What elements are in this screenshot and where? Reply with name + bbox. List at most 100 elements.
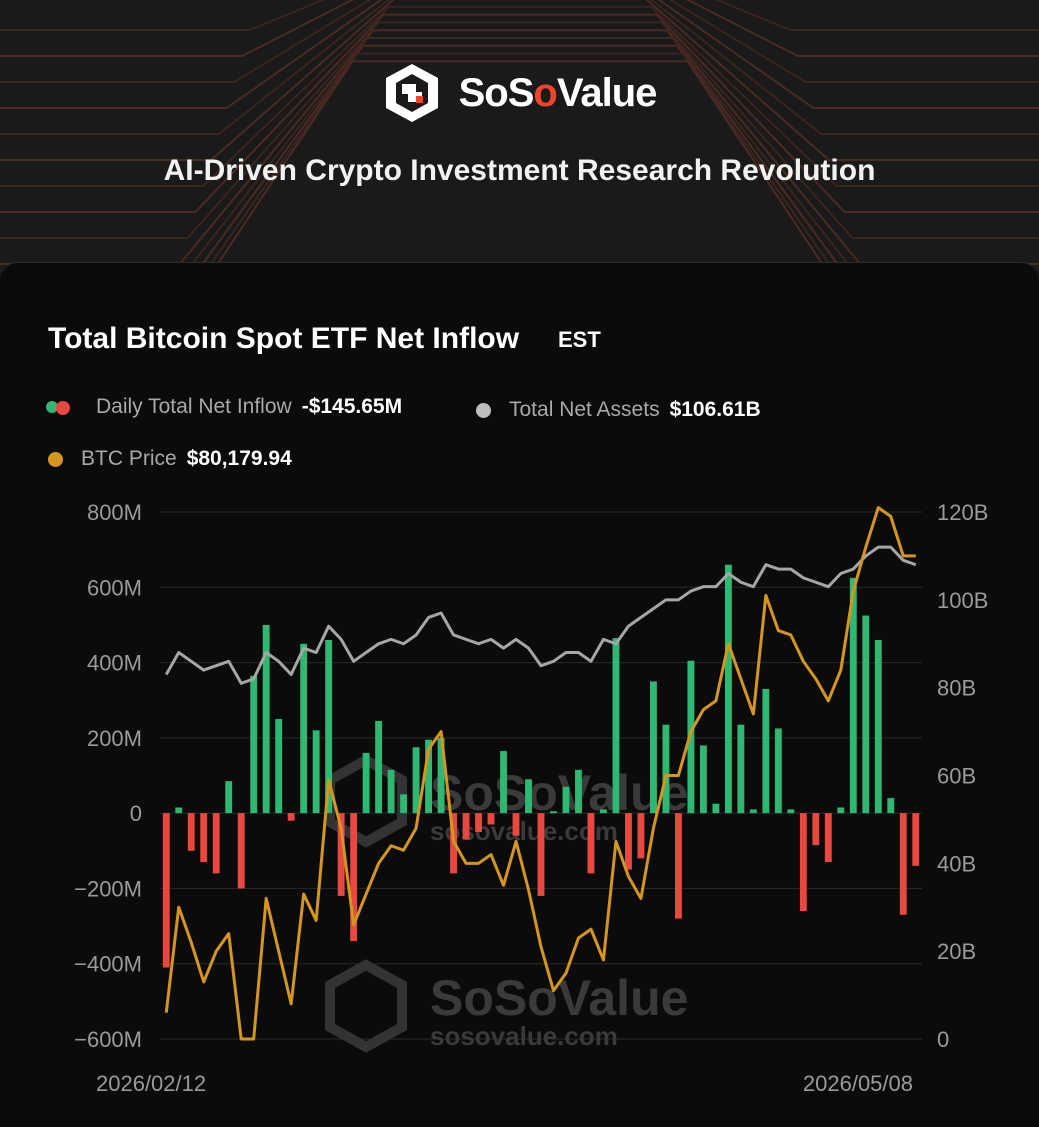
inflow-bar[interactable]: [774, 728, 782, 814]
inflow-bar[interactable]: [500, 751, 507, 814]
inflow-bar[interactable]: [337, 813, 345, 896]
left-axis-tick-label: 600M: [87, 575, 142, 600]
inflow-bar[interactable]: [749, 809, 757, 814]
inflow-bar[interactable]: [612, 638, 620, 814]
inflow-bar[interactable]: [187, 813, 195, 851]
inflow-bar[interactable]: [587, 813, 595, 874]
tagline: AI-Driven Crypto Investment Research Rev…: [163, 154, 876, 187]
inflow-bar[interactable]: [837, 807, 845, 814]
inflow-bar[interactable]: [912, 813, 920, 866]
inflow-bar[interactable]: [487, 813, 495, 825]
decorative-line: [189, 44, 851, 280]
decorative-line: [0, 0, 1039, 161]
inflow-bar[interactable]: [862, 615, 870, 814]
inflow-bar[interactable]: [849, 577, 857, 814]
inflow-bar[interactable]: [350, 813, 358, 942]
inflow-bar[interactable]: [787, 809, 795, 814]
legend-value: $106.61B: [669, 398, 761, 421]
left-axis-tick-label: 200M: [87, 726, 142, 751]
watermark-name: SoSoValue: [430, 765, 688, 821]
inflow-bar[interactable]: [812, 813, 820, 846]
inflow-bar[interactable]: [525, 779, 532, 814]
inflow-bar[interactable]: [899, 813, 907, 915]
left-axis-tick-label: 800M: [87, 500, 142, 525]
inflow-bar[interactable]: [537, 813, 545, 896]
inflow-bar[interactable]: [300, 643, 308, 814]
inflow-bar[interactable]: [662, 724, 670, 814]
inflow-bar[interactable]: [325, 639, 333, 814]
inflow-bar[interactable]: [600, 809, 607, 814]
inflow-bar[interactable]: [649, 681, 657, 814]
brand-name: SoSoValue: [458, 70, 658, 115]
inflow-bar[interactable]: [212, 813, 220, 874]
inflow-bar[interactable]: [712, 803, 720, 814]
decorative-line: [0, 0, 1039, 31]
brand: SoSoValue: [0, 62, 1039, 124]
inflow-bar[interactable]: [562, 786, 570, 814]
inflow-bar[interactable]: [175, 807, 183, 814]
inflow-bar[interactable]: [512, 813, 520, 836]
legend-label: BTC Price: [81, 447, 177, 470]
legend-total-assets[interactable]: Total Net Assets $106.61B: [476, 398, 761, 422]
right-axis-tick-label: 40B: [937, 851, 976, 876]
inflow-bar[interactable]: [362, 752, 370, 814]
decorative-line: [0, 0, 1039, 109]
inflow-bar[interactable]: [887, 798, 895, 814]
legend-value: -$145.65M: [301, 395, 403, 418]
left-axis-tick-label: −200M: [74, 876, 142, 901]
sosovalue-logo-icon: [385, 64, 438, 122]
watermark-url: sosovalue.com: [430, 1021, 618, 1051]
right-axis-tick-label: 100B: [937, 588, 988, 613]
inflow-bar[interactable]: [425, 739, 433, 814]
inflow-bar[interactable]: [475, 813, 482, 832]
inflow-bar[interactable]: [375, 720, 383, 814]
inflow-bar[interactable]: [699, 745, 707, 814]
inflow-bar[interactable]: [250, 675, 258, 814]
right-axis-tick-label: 120B: [937, 500, 988, 525]
inflow-bar[interactable]: [287, 813, 295, 821]
btc-price-line: [164, 506, 916, 1041]
legend-btc-price[interactable]: BTC Price $80,179.94: [48, 447, 292, 471]
decorative-line: [0, 0, 1039, 135]
decorative-line: [198, 52, 842, 280]
decorative-line: [0, 5, 1039, 187]
inflow-bar[interactable]: [824, 813, 832, 863]
inflow-bar[interactable]: [400, 794, 408, 814]
inflow-bar[interactable]: [799, 813, 807, 912]
inflow-bar[interactable]: [437, 737, 445, 814]
assets-dot-icon: [476, 402, 491, 418]
inflow-dots-icon: [46, 399, 76, 415]
left-axis-tick-label: −400M: [74, 952, 142, 977]
inflow-bar[interactable]: [412, 747, 420, 814]
left-axis-tick-label: 400M: [87, 651, 142, 676]
inflow-bar[interactable]: [312, 730, 320, 814]
inflow-bar[interactable]: [237, 813, 245, 889]
right-axis-tick-label: 60B: [937, 764, 976, 789]
legend-daily-inflow[interactable]: Daily Total Net Inflow -$145.65M: [46, 395, 402, 419]
inflow-bar[interactable]: [674, 813, 682, 919]
right-axis-tick-label: 0: [937, 1027, 949, 1052]
inflow-bar[interactable]: [387, 769, 395, 814]
inflow-bar[interactable]: [262, 624, 270, 814]
inflow-bar[interactable]: [162, 813, 170, 968]
legend-label: Daily Total Net Inflow: [96, 395, 292, 418]
inflow-bar[interactable]: [625, 813, 632, 870]
inflow-bar[interactable]: [724, 564, 732, 814]
watermark-url: sosovalue.com: [430, 816, 618, 846]
inflow-bar[interactable]: [200, 813, 208, 863]
inflow-bar[interactable]: [874, 639, 882, 814]
decorative-line: [0, 21, 1039, 239]
x-axis-start-label: 2026/02/12: [96, 1071, 206, 1096]
inflow-bar[interactable]: [275, 719, 283, 814]
inflow-bar[interactable]: [575, 769, 582, 814]
inflow-bar[interactable]: [737, 724, 745, 814]
inflow-bar[interactable]: [225, 781, 233, 814]
inflow-bar[interactable]: [762, 688, 770, 814]
decorative-line: [178, 37, 862, 280]
inflow-bar[interactable]: [462, 813, 470, 840]
price-dot-icon: [48, 451, 63, 467]
inflow-bar[interactable]: [550, 811, 557, 814]
right-axis-tick-label: 20B: [937, 939, 976, 964]
inflow-bar[interactable]: [637, 813, 645, 859]
